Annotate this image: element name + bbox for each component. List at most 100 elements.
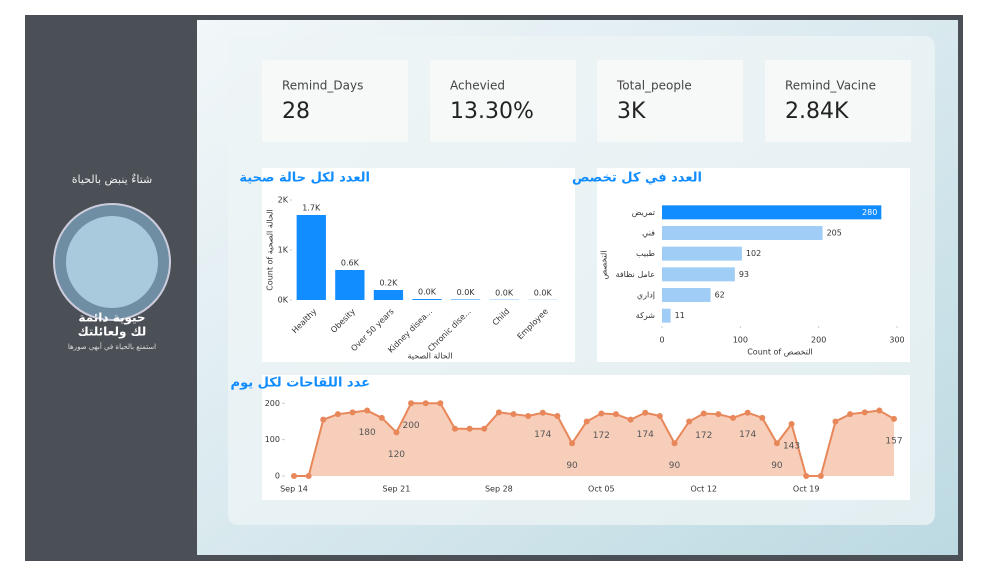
- value-label: 174: [637, 430, 654, 440]
- point: [598, 410, 605, 417]
- point: [437, 400, 444, 407]
- point: [422, 400, 429, 407]
- value-label: 93: [739, 270, 749, 279]
- card: [765, 60, 911, 142]
- value-label: 205: [827, 229, 842, 238]
- point: [773, 440, 780, 447]
- y-tick-label: عامل نظافة: [616, 270, 655, 279]
- card-label: Achevied: [450, 79, 505, 93]
- x-tick-label: Sep 28: [485, 485, 513, 494]
- x-tick-label: 0: [659, 336, 664, 345]
- point: [876, 407, 883, 414]
- x-tick-label: 200: [811, 336, 826, 345]
- sidebar: شتاءٌ ينبض بالحياة حيوية دائمة لك ولعائل…: [53, 173, 171, 351]
- x-tick-label: Sep 14: [280, 485, 308, 494]
- x-tick-label: Oct 19: [793, 485, 820, 494]
- card-label: Remind_Days: [282, 79, 363, 93]
- point: [715, 411, 722, 418]
- point: [817, 473, 824, 479]
- point: [291, 473, 297, 479]
- point: [378, 414, 385, 421]
- value-label: 1.7K: [302, 204, 321, 213]
- value-label: 0.0K: [418, 288, 437, 297]
- point: [539, 409, 546, 416]
- value-label: 0.0K: [457, 288, 476, 297]
- y-tick-label: طبيب: [636, 249, 655, 258]
- point: [408, 400, 415, 407]
- card-value: 13.30%: [450, 99, 534, 124]
- value-label: 172: [593, 431, 610, 441]
- value-label: 174: [534, 430, 551, 440]
- point: [671, 440, 678, 447]
- value-label: 143: [783, 442, 800, 452]
- point: [788, 421, 795, 427]
- point: [364, 407, 371, 414]
- chart-title: العدد في كل تخصص: [572, 171, 702, 186]
- bar: [412, 299, 442, 300]
- point: [583, 418, 590, 425]
- point: [495, 409, 502, 416]
- card: [262, 60, 408, 142]
- point: [349, 409, 356, 416]
- value-label: 102: [746, 249, 761, 258]
- point: [612, 411, 619, 418]
- bar: [296, 215, 326, 300]
- chart-title: عدد اللقاحات لكل يوم: [231, 376, 370, 391]
- y-axis-title: التخصص: [600, 251, 609, 280]
- point: [744, 409, 751, 416]
- value-label: 174: [739, 430, 756, 440]
- y-tick-label: 2K: [278, 196, 289, 205]
- value-label: 120: [388, 450, 405, 460]
- bar: [450, 299, 481, 300]
- point: [803, 473, 810, 479]
- point: [554, 413, 561, 419]
- point: [832, 418, 839, 425]
- card-label: Total_people: [616, 79, 692, 93]
- chart-title: العدد لكل حالة صحية: [239, 171, 370, 186]
- card-value: 3K: [617, 99, 646, 124]
- x-tick-label: Sep 21: [383, 485, 411, 494]
- value-label: 280: [862, 208, 877, 217]
- point: [686, 418, 693, 425]
- point: [891, 415, 897, 422]
- value-label: 11: [675, 311, 685, 320]
- line: [294, 402, 895, 477]
- x-tick-label: 300: [889, 336, 904, 345]
- point: [861, 409, 868, 416]
- y-tick-label: 0K: [278, 296, 289, 305]
- y-tick-label: تمريض: [632, 208, 655, 217]
- x-tick-label: Oct 05: [588, 485, 615, 494]
- value-label: 90: [771, 461, 783, 471]
- bar: [662, 267, 735, 282]
- point: [466, 425, 473, 432]
- bar: [335, 270, 365, 300]
- bar: [662, 205, 882, 220]
- value-label: 0.0K: [495, 288, 514, 297]
- sidebar-line: لك ولعائلتك: [78, 325, 147, 340]
- point: [656, 413, 663, 419]
- value-label: 157: [885, 436, 902, 446]
- card: [430, 60, 576, 142]
- point: [334, 411, 341, 418]
- sidebar-headline: شتاءٌ ينبض بالحياة: [72, 173, 153, 186]
- value-label: 0.0K: [534, 288, 553, 297]
- y-tick-label: 200: [265, 399, 280, 408]
- y-axis-title: Count of الحالة الصحية: [266, 209, 275, 291]
- y-tick-label: فني: [642, 229, 655, 238]
- x-tick-label: 100: [733, 336, 748, 345]
- x-axis-title: Count of التخصص: [747, 348, 813, 357]
- value-label: 90: [566, 461, 578, 471]
- point: [320, 416, 327, 423]
- point: [642, 409, 649, 416]
- bar: [662, 246, 742, 261]
- y-tick-label: إداري: [637, 291, 655, 301]
- point: [510, 411, 517, 418]
- sidebar-line: حيوية دائمة: [78, 311, 145, 326]
- y-tick-label: شركة: [636, 311, 656, 320]
- sidebar-tagline: استمتع بالحياة في أبهى صورها: [68, 342, 156, 351]
- point: [451, 425, 458, 432]
- bar: [662, 226, 823, 240]
- value-label: 180: [359, 428, 376, 438]
- value-label: 0.6K: [341, 259, 360, 268]
